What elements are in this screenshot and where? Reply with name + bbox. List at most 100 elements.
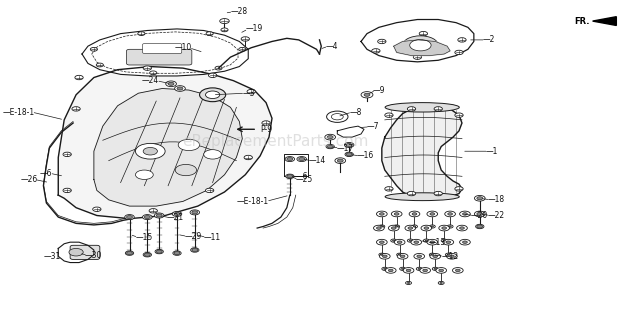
Circle shape [438, 281, 444, 284]
Circle shape [419, 32, 428, 36]
Circle shape [346, 143, 352, 146]
Text: —31: —31 [44, 252, 61, 261]
Circle shape [244, 155, 252, 160]
Circle shape [463, 241, 467, 243]
Circle shape [155, 249, 163, 254]
Circle shape [391, 227, 396, 229]
Circle shape [439, 269, 443, 272]
Circle shape [200, 88, 226, 102]
Text: —4: —4 [326, 42, 338, 51]
Circle shape [373, 225, 384, 231]
Circle shape [345, 142, 354, 147]
Text: —14: —14 [309, 156, 326, 165]
Circle shape [381, 226, 383, 227]
Circle shape [455, 113, 463, 117]
Circle shape [407, 192, 415, 196]
Circle shape [144, 253, 150, 256]
Text: —21: —21 [167, 213, 184, 222]
Circle shape [447, 254, 450, 255]
Ellipse shape [385, 193, 459, 201]
Circle shape [126, 215, 133, 219]
Polygon shape [58, 66, 272, 219]
Circle shape [205, 91, 219, 99]
Circle shape [446, 254, 457, 259]
Circle shape [434, 192, 443, 196]
Circle shape [382, 267, 388, 270]
Circle shape [379, 225, 385, 228]
Circle shape [459, 211, 471, 217]
Circle shape [397, 254, 408, 259]
Circle shape [287, 158, 293, 161]
Circle shape [429, 225, 435, 228]
Circle shape [455, 50, 463, 54]
Circle shape [346, 153, 352, 156]
Circle shape [385, 113, 393, 117]
Text: —2: —2 [483, 35, 495, 44]
Circle shape [396, 226, 398, 227]
Circle shape [174, 252, 180, 255]
Text: —16: —16 [357, 152, 374, 160]
Circle shape [430, 254, 441, 259]
Text: —7: —7 [367, 122, 379, 131]
FancyBboxPatch shape [70, 245, 100, 260]
Circle shape [175, 86, 185, 91]
Polygon shape [593, 17, 616, 26]
Circle shape [174, 212, 180, 215]
Circle shape [138, 32, 145, 36]
Circle shape [443, 240, 445, 241]
Circle shape [424, 227, 428, 229]
Circle shape [262, 121, 270, 125]
Text: —6: —6 [40, 169, 52, 178]
Circle shape [219, 19, 229, 24]
Circle shape [91, 48, 97, 51]
Circle shape [175, 164, 197, 176]
Circle shape [409, 211, 420, 217]
Circle shape [144, 215, 150, 219]
Circle shape [204, 150, 221, 159]
Circle shape [143, 253, 151, 257]
Circle shape [192, 249, 198, 252]
Circle shape [208, 73, 217, 77]
Text: —13: —13 [428, 238, 445, 247]
Circle shape [154, 213, 164, 218]
Circle shape [337, 159, 343, 162]
Polygon shape [82, 29, 248, 76]
Circle shape [443, 239, 454, 245]
Circle shape [414, 254, 425, 259]
Circle shape [388, 269, 393, 272]
Polygon shape [58, 242, 94, 263]
Text: —20: —20 [471, 211, 488, 220]
Circle shape [453, 267, 463, 273]
Circle shape [72, 107, 80, 111]
Circle shape [286, 174, 294, 179]
Circle shape [436, 267, 446, 273]
Circle shape [477, 212, 483, 215]
Circle shape [394, 239, 405, 245]
Circle shape [394, 213, 399, 215]
Circle shape [63, 152, 71, 157]
Circle shape [135, 143, 165, 159]
Circle shape [474, 211, 485, 217]
Text: —11: —11 [204, 233, 221, 242]
Circle shape [135, 170, 153, 180]
Circle shape [384, 268, 386, 269]
Circle shape [463, 213, 467, 215]
Circle shape [442, 227, 446, 229]
Circle shape [407, 107, 415, 111]
Circle shape [93, 207, 101, 211]
Circle shape [96, 63, 104, 67]
Circle shape [149, 209, 157, 213]
Circle shape [156, 214, 162, 217]
Circle shape [297, 157, 306, 162]
Circle shape [331, 114, 343, 120]
Circle shape [445, 253, 451, 256]
Circle shape [191, 248, 199, 252]
Circle shape [411, 239, 422, 245]
Circle shape [385, 187, 393, 191]
Circle shape [173, 251, 181, 255]
Text: —E-18-1: —E-18-1 [237, 197, 269, 206]
Circle shape [143, 215, 152, 220]
Circle shape [412, 213, 417, 215]
Circle shape [440, 282, 443, 284]
Text: —30: —30 [85, 251, 102, 260]
